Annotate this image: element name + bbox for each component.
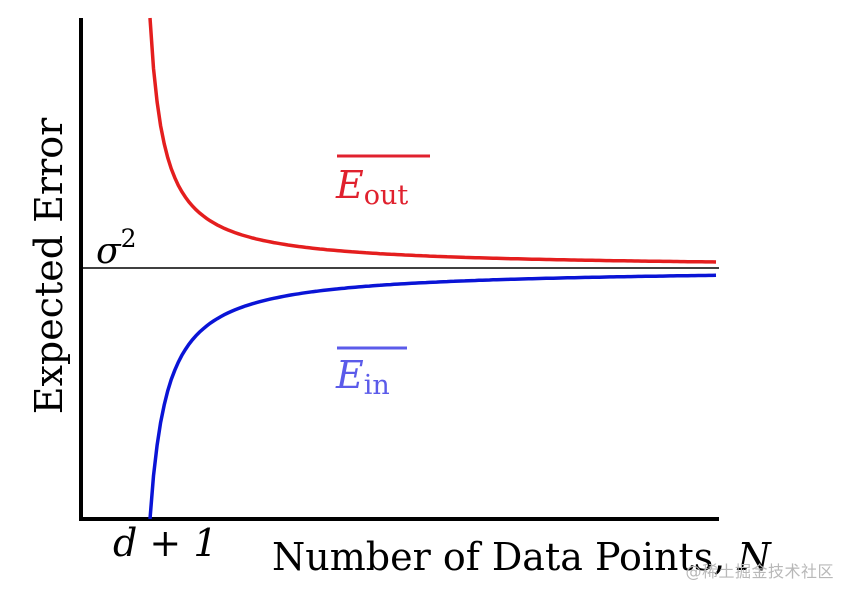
ein-label-sub: in	[364, 370, 390, 401]
eout-label-sub: out	[364, 180, 409, 211]
svg-text:Ein: Ein	[335, 353, 390, 401]
x-tick-label: d + 1	[113, 521, 218, 565]
sigma-squared-label: σ2	[96, 224, 136, 272]
watermark: @稀土掘金技术社区	[685, 562, 834, 581]
eout-curve	[148, 17, 717, 264]
x-axis-label-text: Number of Data Points,	[272, 535, 737, 579]
sigma-symbol: σ	[96, 231, 122, 272]
sigma-exponent: 2	[121, 224, 137, 253]
ein-label: Ein	[335, 346, 407, 401]
ein-curve	[148, 273, 717, 520]
x-axis-label-symbol: N	[736, 535, 772, 579]
eout-label-base: E	[335, 163, 364, 207]
y-axis-label: Expected Error	[27, 117, 71, 414]
x-axis-label: Number of Data Points, N	[272, 535, 772, 579]
eout-label: Eout	[335, 154, 430, 211]
ein-label-base: E	[335, 353, 364, 397]
svg-text:Eout: Eout	[335, 163, 408, 211]
